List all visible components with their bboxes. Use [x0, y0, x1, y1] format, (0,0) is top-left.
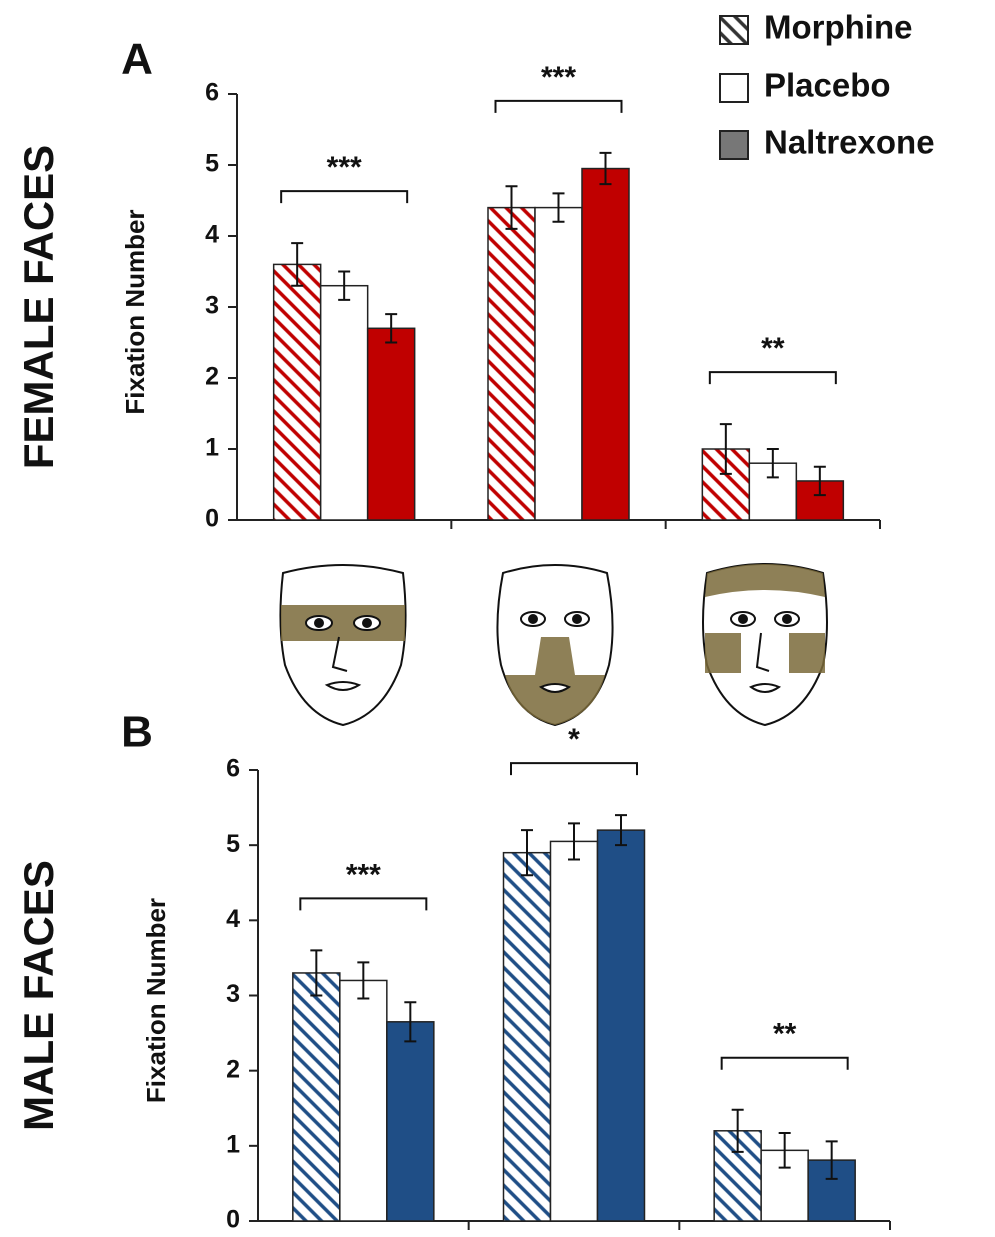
bar [582, 169, 629, 520]
y-tick-label: 4 [226, 905, 240, 933]
significance-bracket [496, 101, 622, 113]
face-eyes [280, 565, 405, 725]
legend-swatch [720, 16, 748, 44]
significance-bracket [710, 372, 836, 384]
legend-label: Placebo [764, 67, 891, 104]
y-axis-label: Fixation Number [120, 209, 150, 414]
panel-label: A [121, 35, 153, 84]
panel-label: B [121, 708, 153, 757]
y-tick-label: 1 [226, 1130, 240, 1158]
y-axis-label: Fixation Number [141, 898, 171, 1103]
significance-label: * [568, 723, 580, 756]
bar [504, 853, 551, 1221]
face-cheeks-forehead [703, 564, 827, 725]
significance-label: ** [773, 1018, 797, 1051]
side-label: MALE FACES [15, 860, 62, 1131]
bar [321, 286, 368, 520]
significance-label: *** [346, 858, 381, 891]
bar [535, 208, 582, 520]
figure: AFEMALE FACESFixation Number0123456*****… [0, 0, 995, 1237]
bar [368, 328, 415, 520]
significance-label: ** [761, 332, 785, 365]
y-tick-label: 3 [205, 292, 219, 320]
y-tick-label: 3 [226, 980, 240, 1008]
y-tick-label: 2 [205, 363, 219, 391]
legend-swatch [720, 74, 748, 102]
significance-bracket [281, 191, 407, 203]
y-tick-label: 5 [226, 830, 240, 858]
legend-label: Naltrexone [764, 124, 935, 161]
y-tick-label: 5 [205, 150, 219, 178]
bar [488, 208, 535, 520]
bar [274, 264, 321, 520]
significance-bracket [300, 898, 426, 910]
bar [387, 1022, 434, 1221]
y-tick-label: 4 [205, 221, 219, 249]
significance-bracket [722, 1058, 848, 1070]
y-tick-label: 1 [205, 434, 219, 462]
significance-bracket [511, 763, 637, 775]
significance-label: *** [327, 151, 362, 184]
bar [598, 830, 645, 1221]
bar [293, 973, 340, 1221]
side-label: FEMALE FACES [15, 145, 62, 469]
bar [551, 841, 598, 1221]
significance-label: *** [541, 61, 576, 94]
legend-label: Morphine [764, 9, 912, 46]
y-tick-label: 6 [226, 755, 240, 783]
y-tick-label: 0 [205, 505, 219, 533]
y-tick-label: 0 [226, 1206, 240, 1234]
legend-swatch [720, 131, 748, 159]
y-tick-label: 2 [226, 1055, 240, 1083]
y-tick-label: 6 [205, 79, 219, 107]
bar [340, 980, 387, 1221]
face-mouth-nose [497, 565, 612, 725]
face-illustrations [280, 564, 827, 725]
